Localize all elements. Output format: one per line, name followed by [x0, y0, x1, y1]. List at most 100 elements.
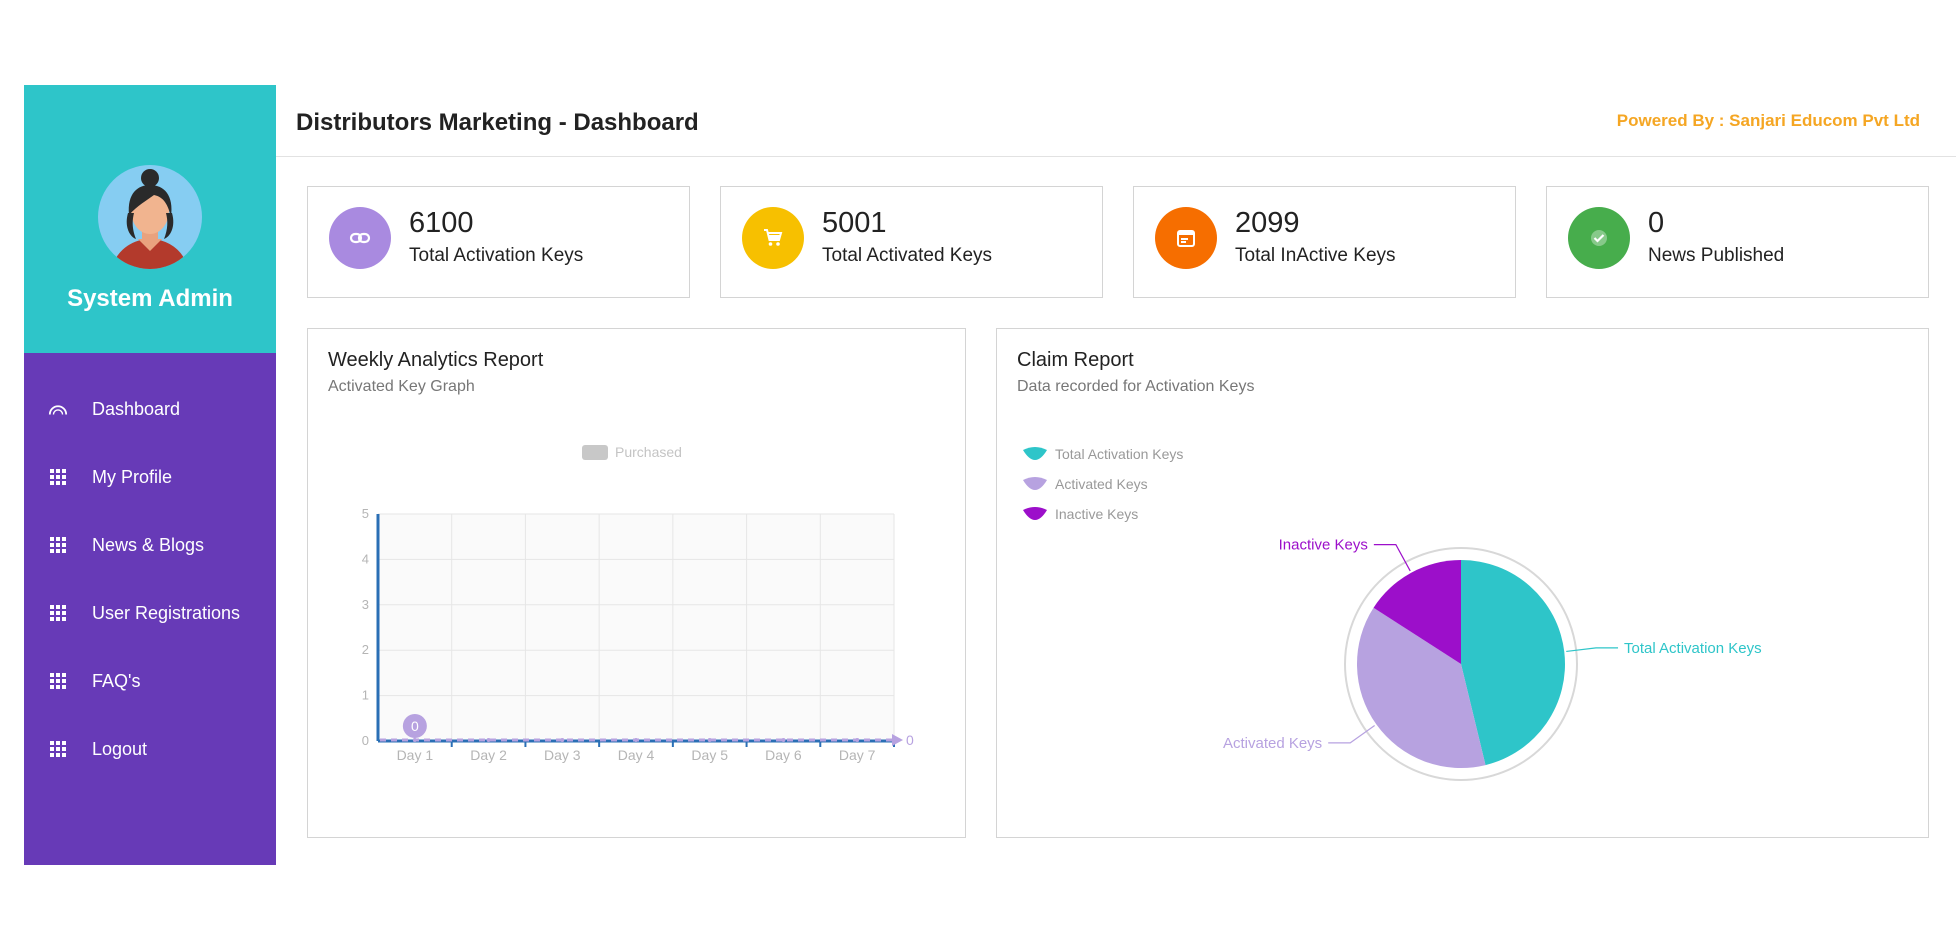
page-header: Distributors Marketing - Dashboard Power… [276, 85, 1956, 157]
sidebar-item-label: My Profile [92, 466, 173, 487]
x-tick-label: Day 3 [544, 747, 581, 763]
x-tick-label: Day 1 [397, 747, 434, 763]
y-axis-ticks: 0 1 2 3 4 5 [362, 506, 369, 748]
pie-slice [1373, 560, 1461, 664]
pie-outer-ring [1344, 547, 1578, 781]
data-point [634, 738, 638, 742]
pie-label-leader [1328, 724, 1375, 744]
stat-label: Total InActive Keys [1235, 245, 1396, 266]
sidebar-item-label: News & Blogs [92, 534, 205, 555]
sidebar-item-label: User Registrations [92, 602, 241, 623]
x-tick-label: Day 7 [839, 747, 876, 763]
data-label: 0 [906, 732, 914, 748]
y-tick-label: 0 [362, 733, 369, 748]
claim-pie-chart: Total Activation Keys Activated Keys Inact… [1023, 446, 1762, 781]
sidebar-profile-header: System Admin [24, 85, 276, 353]
stat-label: News Published [1648, 245, 1785, 266]
data-point [707, 738, 712, 742]
sidebar-item-news-blogs[interactable]: News & Blogs [24, 511, 276, 579]
pie-slice [1357, 607, 1486, 768]
panel-subtitle: Activated Key Graph [328, 378, 475, 395]
data-point [486, 738, 491, 742]
pie-label-leader [1373, 544, 1411, 572]
powered-by-text: Powered By : Sanjari Educom Pvt Ltd [1616, 111, 1920, 130]
stat-value: 6100 [409, 207, 474, 239]
plot-area [378, 514, 894, 741]
sidebar: System Admin Dashboard My Profile News &… [24, 85, 276, 865]
pie-labels: Total Activation Keys Activated Keys Inact… [1223, 537, 1762, 752]
data-point [412, 738, 417, 742]
stat-value: 5001 [822, 207, 887, 239]
legend-swatch [1023, 507, 1047, 520]
sidebar-item-my-profile[interactable]: My Profile [24, 443, 276, 511]
legend-swatch [582, 445, 608, 460]
y-tick-label: 3 [362, 597, 369, 612]
legend-label: Purchased [615, 444, 682, 460]
panel-title: Claim Report [1017, 349, 1134, 371]
y-tick-label: 2 [362, 642, 369, 657]
y-tick-label: 4 [362, 551, 369, 566]
grid-icon [48, 671, 68, 691]
x-tick-label: Day 2 [470, 747, 507, 763]
sidebar-item-dashboard[interactable]: Dashboard [24, 375, 276, 443]
sidebar-item-label: Logout [92, 738, 148, 759]
chart-series: 00 [380, 714, 914, 748]
weekly-analytics-panel: Weekly Analytics Report Activated Key Gr… [307, 328, 966, 838]
pie-label: Total Activation Keys [1624, 640, 1762, 657]
stat-value: 2099 [1235, 207, 1300, 239]
x-axis-ticks: Day 1 Day 2 Day 3 Day 4 Day 5 Day 6 Day 7 [397, 741, 895, 763]
cart-icon [742, 207, 804, 269]
dashboard-arc-icon [48, 399, 68, 419]
data-label-bubble [402, 714, 427, 738]
chart-grid [377, 513, 895, 742]
y-tick-label: 1 [362, 688, 369, 703]
sidebar-item-label: FAQ's [92, 670, 141, 691]
legend-swatch [1023, 477, 1047, 490]
legend-label: Total Activation Keys [1055, 446, 1183, 462]
sidebar-item-label: Dashboard [92, 398, 181, 419]
chart-legend: Total Activation Keys Activated Keys Inact… [1023, 446, 1183, 522]
pie-label: Inactive Keys [1279, 537, 1368, 554]
stat-card-news-published: 0 News Published [1546, 186, 1929, 298]
stat-card-total-inactive-keys: 2099 Total InActive Keys [1133, 186, 1516, 298]
pie-label-leader [1566, 647, 1619, 653]
calendar-icon [1155, 207, 1217, 269]
chart-legend: Purchased [582, 444, 682, 460]
admin-avatar-image [112, 169, 188, 269]
grid-icon [48, 603, 68, 623]
sidebar-item-faqs[interactable]: FAQ's [24, 647, 276, 715]
stat-label: Total Activation Keys [409, 245, 584, 266]
pie-slices [1344, 547, 1578, 781]
avatar[interactable] [98, 165, 202, 269]
stat-value: 0 [1648, 207, 1665, 239]
data-point [560, 738, 565, 742]
legend-swatch [1023, 447, 1047, 460]
legend-label: Activated Keys [1055, 476, 1148, 492]
pie-slice [1461, 560, 1565, 766]
link-icon [329, 207, 391, 269]
stat-card-total-activation-keys: 6100 Total Activation Keys [307, 186, 690, 298]
x-tick-label: Day 6 [765, 747, 802, 763]
grid-icon [48, 739, 68, 759]
grid-icon [48, 535, 68, 555]
sidebar-item-user-registrations[interactable]: User Registrations [24, 579, 276, 647]
sidebar-nav: Dashboard My Profile News & Blogs User R… [24, 353, 276, 783]
grid-icon [48, 467, 68, 487]
y-tick-label: 5 [362, 506, 369, 521]
legend-label: Inactive Keys [1055, 506, 1138, 522]
stat-label: Total Activated Keys [822, 245, 993, 266]
page-title: Distributors Marketing - Dashboard [296, 109, 699, 136]
sidebar-item-logout[interactable]: Logout [24, 715, 276, 783]
check-circle-icon [1568, 207, 1630, 269]
series-end-arrow [892, 734, 903, 746]
x-tick-label: Day 5 [691, 747, 728, 763]
data-point [781, 738, 786, 742]
admin-name: System Admin [67, 285, 233, 312]
pie-label: Activated Keys [1223, 735, 1322, 752]
panel-title: Weekly Analytics Report [328, 349, 544, 371]
data-point [855, 738, 860, 742]
stat-card-total-activated-keys: 5001 Total Activated Keys [720, 186, 1103, 298]
claim-report-panel: Claim Report Data recorded for Activatio… [996, 328, 1929, 838]
x-tick-label: Day 4 [618, 747, 655, 763]
